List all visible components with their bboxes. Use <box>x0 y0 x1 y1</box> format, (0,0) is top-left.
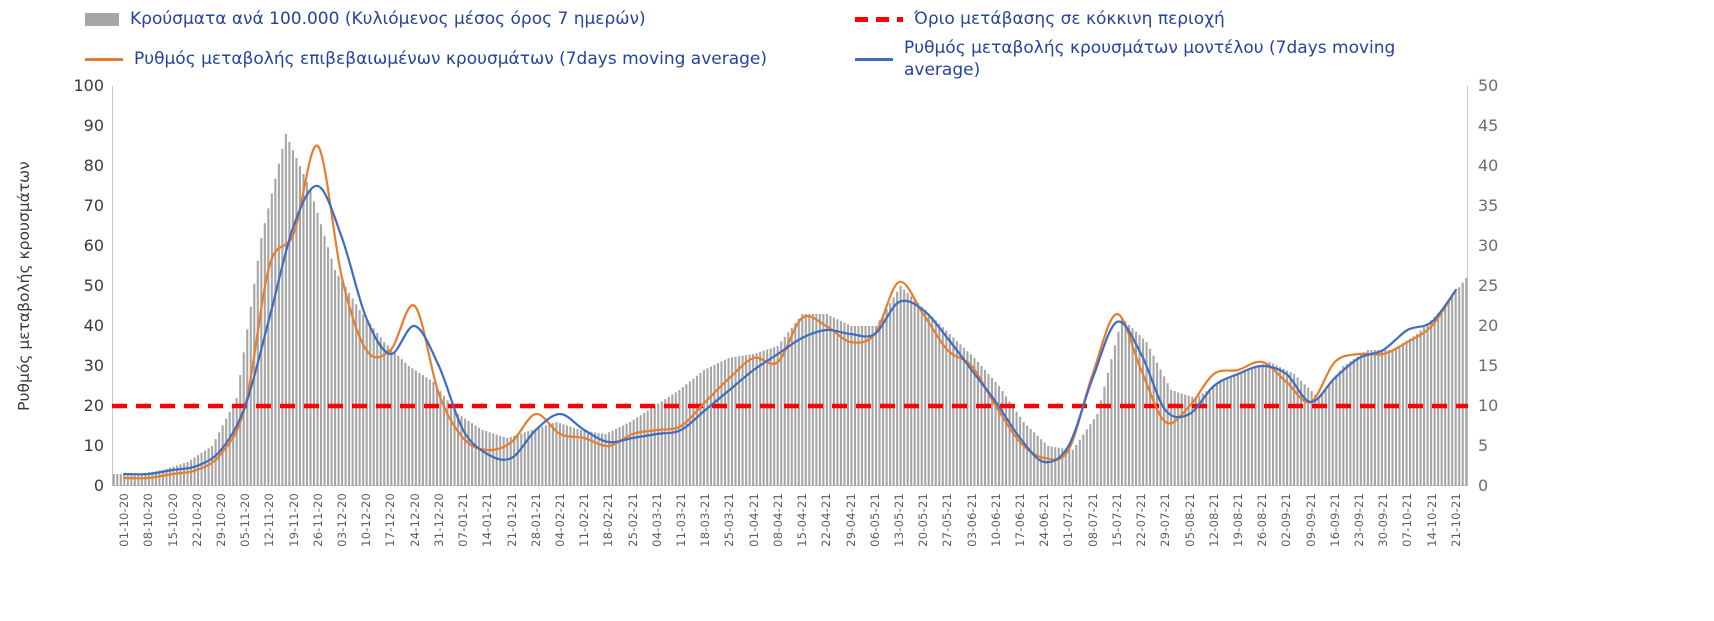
blue-line-swatch-icon <box>855 57 893 61</box>
y-right-tick-label: 50 <box>1478 76 1499 95</box>
y-right-tick-label: 25 <box>1478 276 1499 295</box>
red-dash-swatch-icon <box>855 16 903 22</box>
y-left-tick-label: 60 <box>83 236 104 255</box>
y-right-tick-label: 45 <box>1478 116 1499 135</box>
model-rate-line <box>123 184 1457 476</box>
y-left-tick-label: 10 <box>83 436 104 455</box>
y-left-tick-label: 40 <box>83 316 104 335</box>
y-right-tick-label: 10 <box>1478 396 1499 415</box>
y-right-tick-label: 40 <box>1478 156 1499 175</box>
bar-swatch-icon <box>85 12 119 26</box>
y-right-tick-label: 35 <box>1478 196 1499 215</box>
y-right-tick-label: 0 <box>1478 476 1489 495</box>
legend-item-cases-per-100k: Κρούσματα ανά 100.000 (Κυλιόμενος μέσος … <box>85 8 855 30</box>
legend-item-model-rate: Ρυθμός μεταβολής κρουσμάτων μοντέλου (7d… <box>855 37 1465 81</box>
y-left-tick-label: 0 <box>93 476 104 495</box>
y-left-tick-label: 90 <box>83 116 104 135</box>
y-right-tick-label: 30 <box>1478 236 1499 255</box>
y-left-tick-label: 80 <box>83 156 104 175</box>
y-left-tick-label: 50 <box>83 276 104 295</box>
legend-label-cases: Κρούσματα ανά 100.000 (Κυλιόμενος μέσος … <box>130 9 646 29</box>
y-left-tick-label: 20 <box>83 396 104 415</box>
legend-label-threshold: Όριο μετάβασης σε κόκκινη περιοχή <box>914 9 1225 29</box>
y-left-tick-label: 70 <box>83 196 104 215</box>
legend-item-confirmed-rate: Ρυθμός μεταβολής επιβεβαιωμένων κρουσμάτ… <box>85 37 855 81</box>
y-right-tick-label: 15 <box>1478 356 1499 375</box>
y-right-tick-label: 20 <box>1478 316 1499 335</box>
legend-item-red-threshold: Όριο μετάβασης σε κόκκινη περιοχή <box>855 8 1465 30</box>
plot-svg <box>112 86 1468 486</box>
y-left-tick-label: 100 <box>73 76 104 95</box>
legend-label-model-rate: Ρυθμός μεταβολής κρουσμάτων μοντέλου (7d… <box>904 38 1396 80</box>
y-left-tick-label: 30 <box>83 356 104 375</box>
confirmed-rate-line <box>123 144 1457 480</box>
legend-label-confirmed-rate: Ρυθμός μεταβολής επιβεβαιωμένων κρουσμάτ… <box>134 49 768 69</box>
orange-line-swatch-icon <box>85 57 123 61</box>
y-right-tick-label: 5 <box>1478 436 1489 455</box>
plot-area <box>112 86 1468 486</box>
chart-legend: Κρούσματα ανά 100.000 (Κυλιόμενος μέσος … <box>85 8 1465 81</box>
